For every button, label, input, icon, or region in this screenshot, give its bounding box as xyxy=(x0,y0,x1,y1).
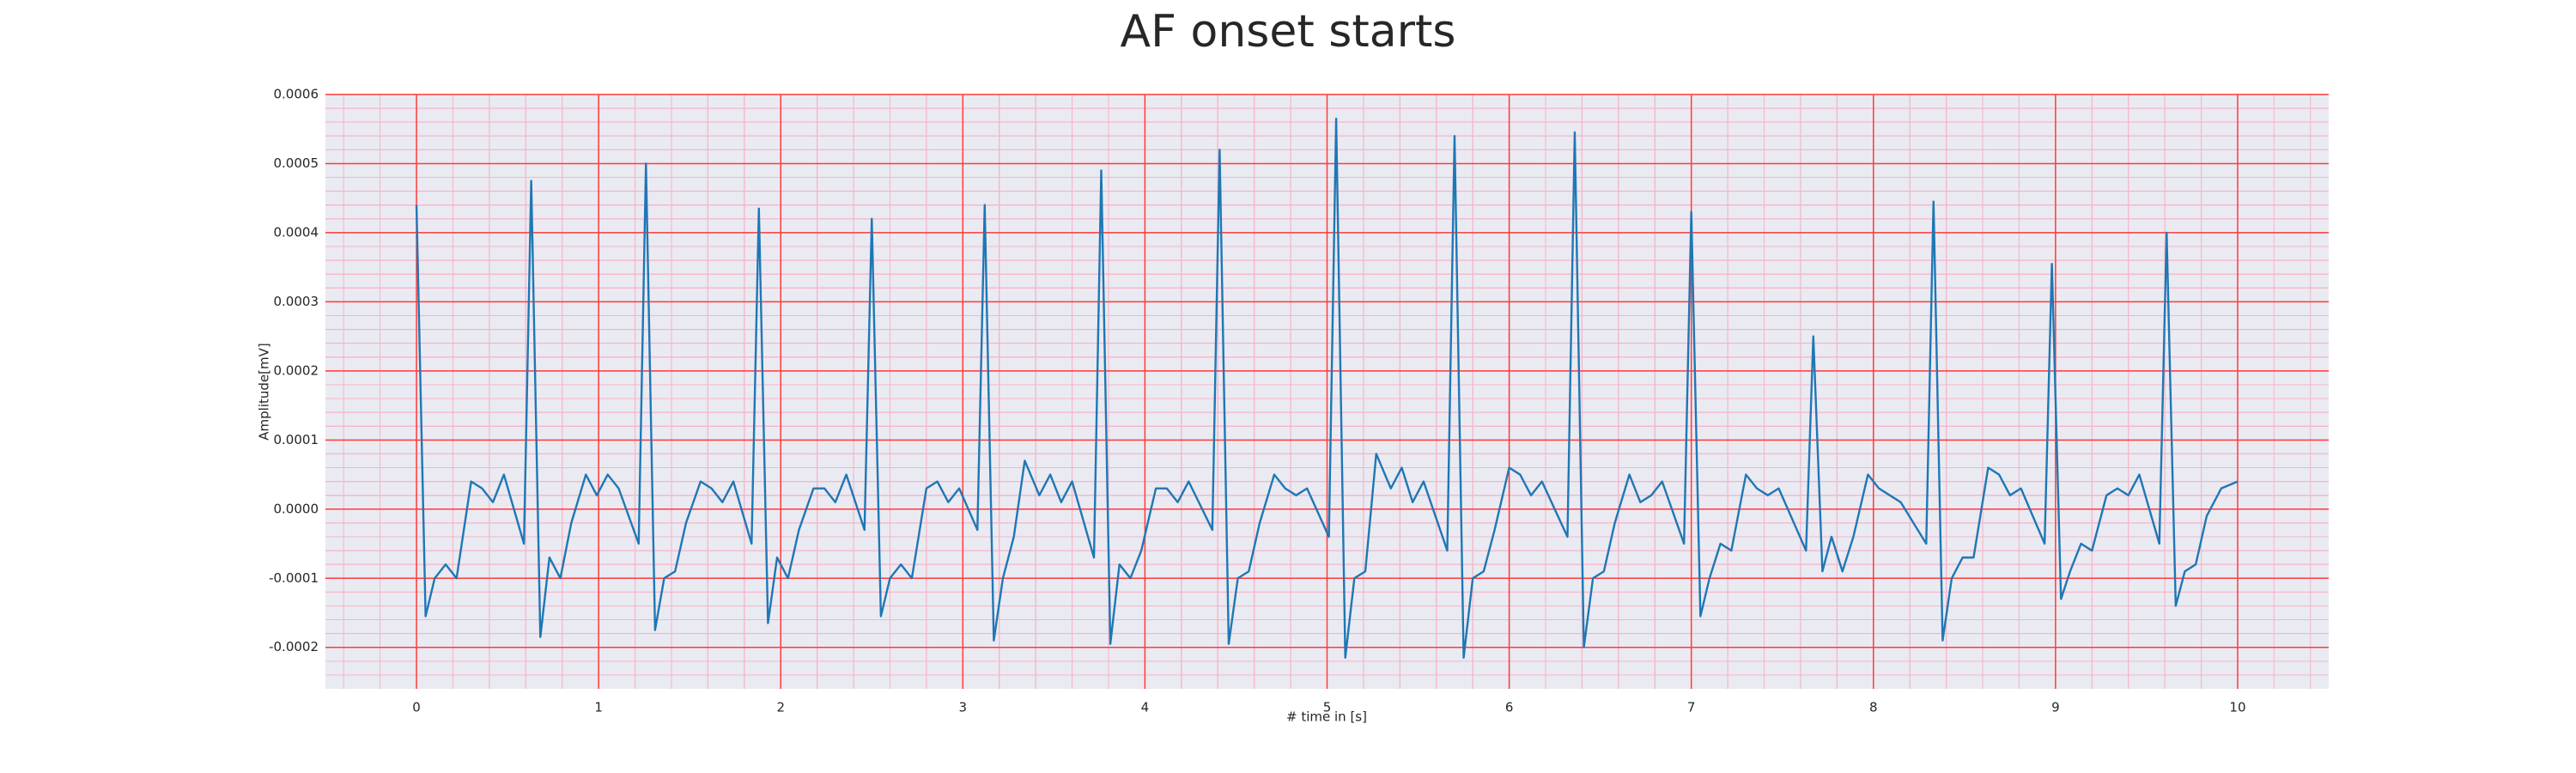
y-tick-label: -0.0002 xyxy=(269,639,319,654)
x-tick-label: 8 xyxy=(1869,700,1878,715)
x-tick-label: 3 xyxy=(959,700,968,715)
y-tick-label: 0.0004 xyxy=(274,224,319,240)
x-tick-label: 6 xyxy=(1505,700,1514,715)
x-tick-label: 7 xyxy=(1687,700,1696,715)
y-tick-label: 0.0006 xyxy=(274,87,319,102)
x-tick-label: 4 xyxy=(1141,700,1150,715)
x-tick-label: 1 xyxy=(594,700,603,715)
x-tick-label: 5 xyxy=(1323,700,1332,715)
x-axis-label: # time in [s] xyxy=(1286,709,1367,725)
chart-title: AF onset starts xyxy=(1121,6,1456,58)
y-tick-label: 0.0001 xyxy=(274,432,319,447)
y-tick-label: -0.0001 xyxy=(269,570,319,586)
y-tick-label: 0.0000 xyxy=(274,501,319,516)
y-tick-label: 0.0005 xyxy=(274,155,319,171)
x-tick-label: 2 xyxy=(776,700,785,715)
y-tick-label: 0.0002 xyxy=(274,362,319,378)
x-tick-label: 10 xyxy=(2229,700,2245,715)
x-tick-label: 0 xyxy=(412,700,421,715)
x-tick-label: 9 xyxy=(2051,700,2060,715)
y-axis-label: Amplitude[mV] xyxy=(257,343,272,440)
y-tick-label: 0.0003 xyxy=(274,294,319,309)
ecg-line xyxy=(415,117,2239,659)
